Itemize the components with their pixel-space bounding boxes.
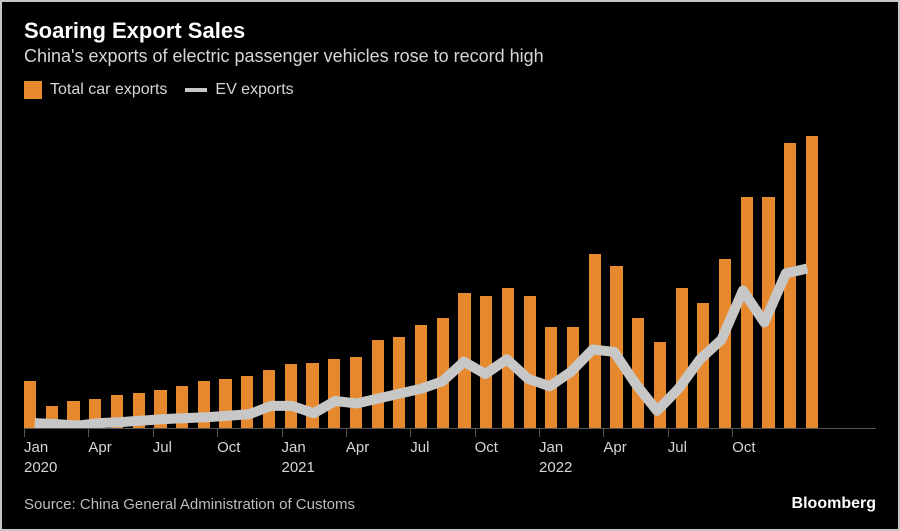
x-tick <box>603 429 604 437</box>
bar <box>610 266 622 428</box>
x-tick <box>153 429 154 437</box>
x-tick <box>282 429 283 437</box>
bar <box>198 381 210 428</box>
bar <box>350 357 362 428</box>
bar <box>480 296 492 429</box>
x-tick <box>24 429 25 437</box>
x-tick-label: Jan <box>24 439 48 456</box>
plot-area: 024$6B <box>24 109 876 429</box>
bar <box>437 318 449 428</box>
bar <box>806 136 818 428</box>
bar <box>263 370 275 428</box>
x-tick <box>410 429 411 437</box>
x-tick-label: Oct <box>732 439 755 456</box>
bar <box>219 379 231 428</box>
x-tick <box>346 429 347 437</box>
bar <box>545 327 557 428</box>
bar <box>415 325 427 428</box>
chart-area: 024$6B Jan2020AprJulOctJan2021AprJulOctJ… <box>24 109 876 477</box>
chart-subtitle: China's exports of electric passenger ve… <box>4 46 896 77</box>
bar <box>524 296 536 429</box>
x-tick <box>217 429 218 437</box>
legend-bar-label: Total car exports <box>50 81 167 99</box>
bar <box>46 406 58 428</box>
x-tick <box>668 429 669 437</box>
y-axis: 024$6B <box>878 109 900 428</box>
x-tick-year: 2021 <box>282 459 315 476</box>
bar <box>784 143 796 428</box>
legend-item-line: EV exports <box>185 81 293 99</box>
bar <box>372 340 384 428</box>
x-tick-label: Apr <box>88 439 111 456</box>
bar <box>458 293 470 428</box>
bar <box>89 399 101 428</box>
bar <box>654 342 666 428</box>
x-tick-label: Oct <box>475 439 498 456</box>
bar <box>632 318 644 428</box>
x-tick-label: Jan <box>282 439 306 456</box>
x-tick <box>539 429 540 437</box>
bar <box>393 337 405 428</box>
bar <box>502 288 514 428</box>
bar <box>328 359 340 428</box>
x-tick-label: Apr <box>603 439 626 456</box>
x-tick-year: 2020 <box>24 459 57 476</box>
x-tick <box>88 429 89 437</box>
legend: Total car exports EV exports <box>4 77 896 109</box>
chart-title: Soaring Export Sales <box>4 4 896 46</box>
swatch-line-icon <box>185 88 207 92</box>
swatch-bar-icon <box>24 81 42 99</box>
bar <box>762 197 774 428</box>
chart-panel: Soaring Export Sales China's exports of … <box>4 4 896 527</box>
bar <box>154 390 166 428</box>
x-tick <box>732 429 733 437</box>
bar <box>306 363 318 428</box>
x-tick-label: Jul <box>153 439 172 456</box>
x-tick <box>475 429 476 437</box>
x-tick-label: Jul <box>410 439 429 456</box>
x-tick-label: Apr <box>346 439 369 456</box>
bar <box>567 327 579 428</box>
chart-frame: Soaring Export Sales China's exports of … <box>0 0 900 531</box>
brand-text: Bloomberg <box>792 495 876 513</box>
bar <box>285 364 297 428</box>
x-tick-year: 2022 <box>539 459 572 476</box>
bar <box>24 381 36 428</box>
bar <box>719 259 731 428</box>
x-tick-label: Jan <box>539 439 563 456</box>
x-tick-label: Oct <box>217 439 240 456</box>
bar <box>133 393 145 428</box>
legend-line-label: EV exports <box>215 81 293 99</box>
bar <box>67 401 79 428</box>
x-tick-label: Jul <box>668 439 687 456</box>
bar <box>241 376 253 428</box>
bar <box>589 254 601 428</box>
bar-series <box>24 109 818 428</box>
source-text: Source: China General Administration of … <box>24 496 355 513</box>
bar <box>111 395 123 428</box>
bar <box>176 386 188 428</box>
legend-item-bar: Total car exports <box>24 81 167 99</box>
bar <box>697 303 709 428</box>
x-axis: Jan 2020 Apr Jul Oct Jan 2021 Apr Jul Oct Jan 2022 A… <box>24 429 818 477</box>
bar <box>676 288 688 428</box>
bar <box>741 197 753 428</box>
